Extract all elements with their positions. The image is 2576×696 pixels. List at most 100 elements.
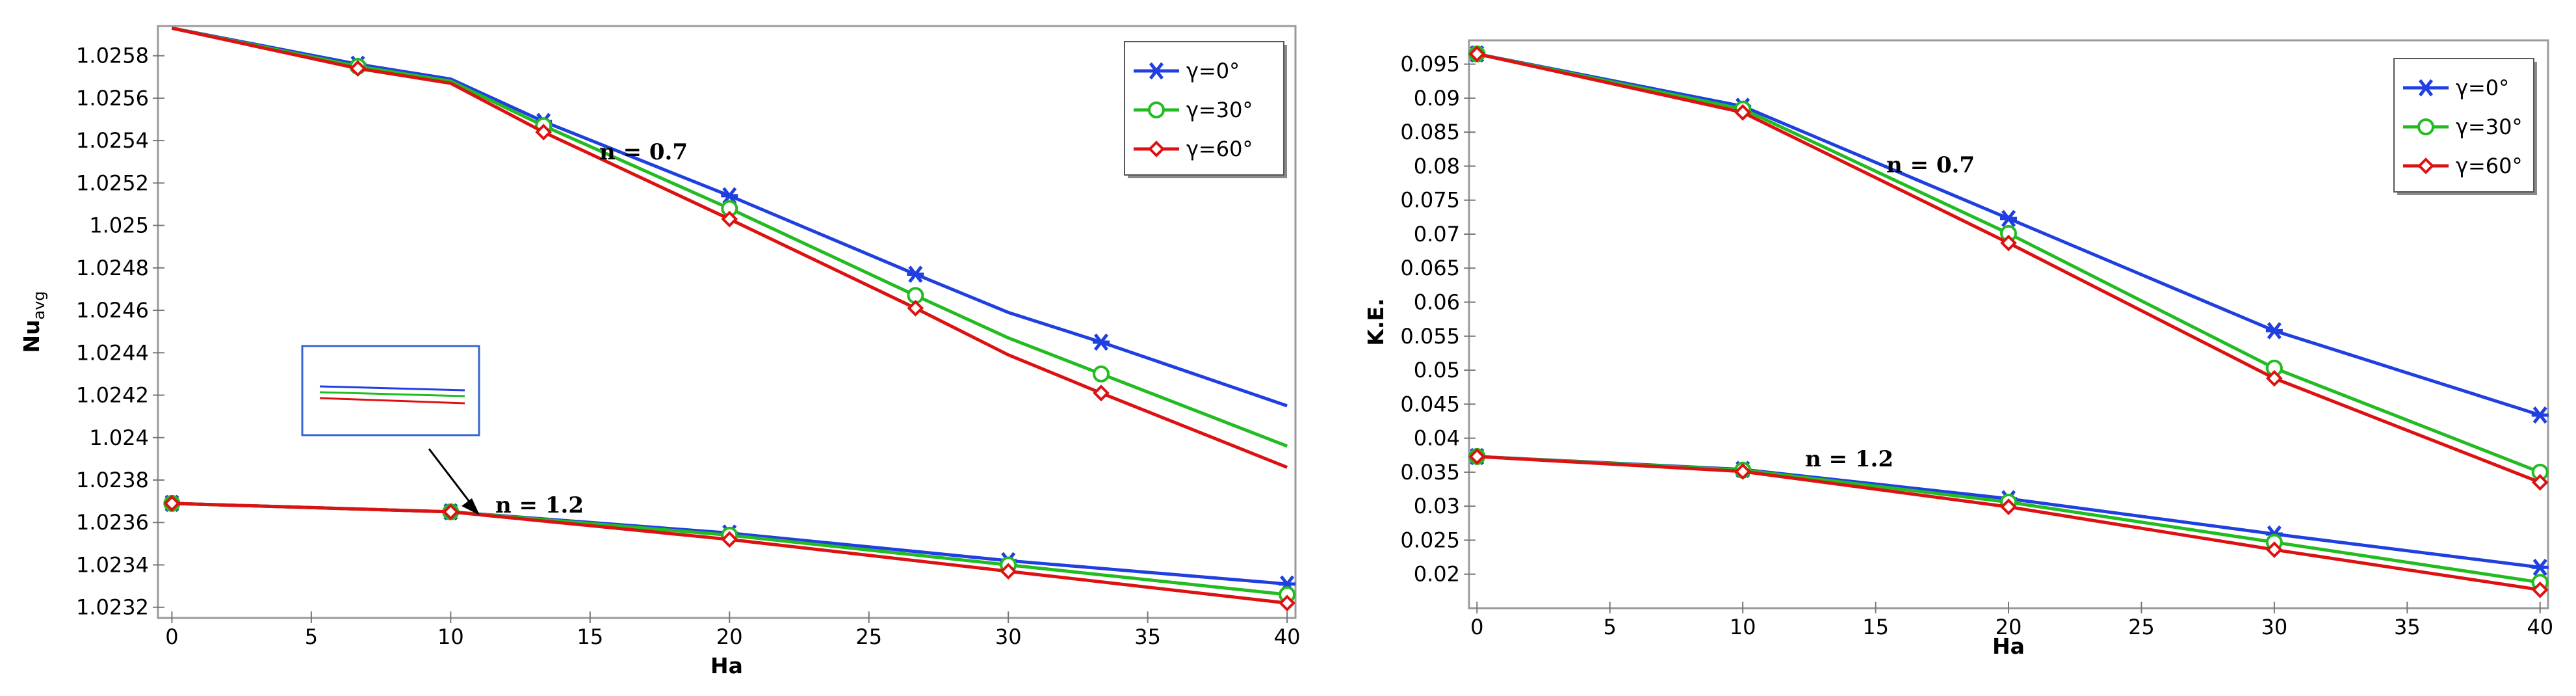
annotation-n12: n = 1.2 [495, 492, 584, 518]
y-tick-label: 0.045 [1400, 392, 1460, 416]
y-tick-label: 1.0246 [76, 298, 149, 323]
legend-item: γ=0° [1134, 59, 1240, 83]
data-point [1468, 46, 1486, 62]
marker-stroke [2001, 209, 2016, 228]
data-point [2531, 474, 2549, 491]
marker-stroke [2267, 322, 2282, 340]
annotation-n07: n = 0.7 [1886, 152, 1975, 178]
data-point [535, 124, 553, 141]
y-tick-label: 1.0244 [76, 340, 149, 365]
legend-item: γ=30° [2403, 114, 2522, 139]
inset-arrow-line [428, 448, 473, 505]
legend-marker [1148, 141, 1165, 157]
legend-label: γ=30° [2456, 114, 2522, 139]
legend-label: γ=60° [1186, 137, 1253, 161]
annotation-n12: n = 1.2 [1805, 446, 1893, 472]
y-tick-label: 1.0252 [76, 170, 149, 195]
y-tick-label: 0.055 [1400, 324, 1460, 349]
data-point [163, 495, 181, 512]
marker-stroke [2532, 559, 2547, 576]
data-point [721, 210, 738, 228]
legend-label: γ=0° [2456, 75, 2509, 100]
y-tick-label: 0.04 [1414, 426, 1460, 451]
y-tick-label: 1.0238 [76, 468, 149, 492]
y-tick-label: 0.065 [1400, 256, 1460, 280]
legend-label: γ=60° [2456, 154, 2522, 178]
y-tick-label: 1.0232 [76, 595, 149, 620]
legend-marker [2417, 118, 2434, 135]
series-diamond-n12 [1468, 448, 2549, 598]
inset-line [319, 397, 465, 405]
plot-frame [1468, 39, 2549, 609]
x-tick-label: 10 [437, 624, 464, 649]
x-tick-label: 25 [855, 624, 882, 649]
data-point [1093, 384, 1110, 402]
y-tick-label: 1.0254 [76, 128, 149, 153]
legend-label: γ=30° [1186, 98, 1253, 122]
inset-arrow-head [462, 498, 480, 515]
data-point [2531, 581, 2549, 598]
series-diamond-n12 [163, 495, 1295, 611]
x-tick-label: 0 [1470, 615, 1483, 639]
y-tick-label: 0.07 [1414, 222, 1460, 247]
data-point [2266, 541, 2283, 558]
inset-line [319, 385, 465, 392]
y-tick-label: 0.06 [1414, 290, 1460, 315]
x-tick-label: 35 [2394, 615, 2421, 639]
marker-stroke [1093, 333, 1109, 351]
x-axis-label: Ha [710, 653, 743, 678]
y-tick-label: 0.085 [1400, 120, 1460, 144]
data-point [907, 299, 924, 317]
y-axis-label: K.E. [1363, 298, 1388, 345]
y-tick-label: 0.02 [1414, 562, 1460, 587]
data-point [1000, 563, 1017, 580]
x-axis-label: Ha [1992, 634, 2025, 659]
chart-1: 0 5 10 15 20 25 30 35 40 1.0232 1.0234 1.0236 1.0238… [19, 25, 1300, 678]
y-tick-label: 0.08 [1414, 154, 1460, 178]
data-point [1734, 103, 1751, 121]
x-tick-label: 0 [165, 624, 178, 649]
legend-marker [2417, 79, 2434, 97]
data-point [349, 60, 367, 77]
series-diamond-n07 [171, 26, 1288, 469]
data-point [2000, 209, 2017, 228]
data-point [721, 531, 738, 548]
legend-item: γ=60° [1134, 137, 1253, 161]
y-tick-label: 1.0242 [76, 383, 149, 408]
y-tick-label: 0.05 [1414, 358, 1460, 382]
y-tick-label: 0.075 [1400, 188, 1460, 213]
legend-marker [1148, 62, 1165, 80]
y-tick-label: 0.03 [1414, 494, 1460, 518]
y-tick-label: 1.025 [89, 213, 149, 238]
data-point [2265, 322, 2283, 340]
legend: γ=0° γ=30° γ=60° [1124, 41, 1287, 178]
x-tick-label: 15 [1862, 615, 1889, 639]
x-tick-label: 30 [2261, 615, 2288, 639]
x-tick-label: 5 [1604, 615, 1617, 639]
y-axis-label: Nuavg [19, 291, 48, 353]
legend-marker [2417, 157, 2434, 174]
marker-stroke [908, 265, 923, 283]
data-point [1093, 333, 1110, 351]
data-point [1093, 365, 1110, 382]
marker-stroke [1149, 62, 1164, 80]
y-tick-label: 0.025 [1400, 528, 1460, 552]
legend-item: γ=0° [2403, 75, 2509, 100]
x-tick-label: 20 [1996, 615, 2022, 639]
series-diamond-n07 [1468, 46, 2549, 491]
x-tick-label: 15 [577, 624, 603, 649]
x-tick-label: 25 [2128, 615, 2155, 639]
y-tick-label: 1.024 [89, 425, 149, 450]
x-tick-label: 40 [2527, 615, 2553, 639]
y-tick-label: 1.0248 [76, 256, 149, 280]
y-axis-label-subscript: avg [30, 291, 48, 319]
legend-item: γ=30° [1134, 98, 1253, 122]
data-point [2000, 234, 2017, 252]
marker-stroke [2418, 79, 2434, 97]
y-tick-label: 1.0234 [76, 552, 149, 577]
y-tick-label: 0.09 [1414, 86, 1460, 111]
y-tick-label: 1.0258 [76, 44, 149, 68]
annotation-n07: n = 0.7 [599, 139, 688, 165]
data-point [721, 187, 738, 205]
